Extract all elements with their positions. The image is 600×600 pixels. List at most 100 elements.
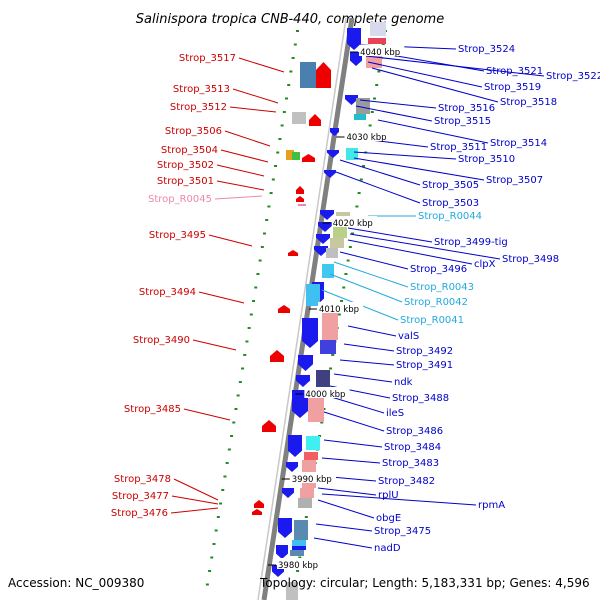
right-gene-label: Strop_3488 [392, 393, 449, 404]
left-tick [234, 408, 238, 410]
right-gene-labels: Strop_3524 Strop_3521 Strop_3522 Strop_3519… [374, 44, 600, 554]
left-tick [285, 97, 289, 100]
right-gene-label: nadD [374, 543, 401, 554]
right-gene-label: Strop_3511 [430, 142, 487, 153]
left-tick [210, 556, 214, 559]
reverse-gene-arrow [316, 234, 330, 244]
leader-line [224, 130, 271, 147]
left-tick [205, 583, 209, 586]
left-gene-label: Strop_3506 [165, 126, 222, 137]
right-tick [340, 300, 344, 302]
leader-line [355, 105, 433, 122]
reverse-gene-arrow [302, 318, 318, 348]
gene-block [306, 284, 320, 306]
left-tick [287, 84, 291, 86]
leader-line [371, 67, 499, 103]
left-gene-label: Strop_3504 [161, 145, 218, 156]
gene-block [333, 226, 347, 238]
scale-label-bg [359, 45, 405, 56]
left-tick [249, 313, 253, 316]
scale-label-bg [345, 130, 391, 141]
right-gene-label: Strop_3503 [422, 198, 479, 209]
left-tick [247, 327, 251, 329]
left-tick [293, 43, 297, 46]
left-tick [258, 259, 262, 262]
gene-block [320, 340, 336, 354]
right-tick [370, 111, 374, 113]
right-tick [304, 516, 308, 518]
leader-line [335, 171, 421, 204]
leader-line [208, 234, 253, 247]
left-tick [227, 448, 231, 451]
left-tick [232, 421, 236, 424]
scale-label-bg [331, 216, 377, 227]
reverse-gene-arrow [278, 518, 292, 538]
forward-gene-arrow [278, 305, 290, 313]
right-tick [337, 313, 341, 316]
forward-gene-arrow [254, 500, 264, 508]
right-gene-label: Strop_3483 [382, 458, 439, 469]
leader-line [349, 233, 501, 260]
leader-line [317, 499, 375, 519]
gene-block [370, 22, 386, 36]
forward-gene-arrow [252, 509, 262, 515]
right-tick [344, 273, 348, 275]
genome-axis [257, 17, 355, 600]
forward-gene-arrow [296, 186, 304, 194]
scale-label-bg [277, 558, 323, 569]
leader-line [232, 88, 279, 104]
right-gene-label: Strop_3518 [500, 97, 557, 108]
right-gene-label: Strop_3516 [438, 103, 495, 114]
left-gene-label: Strop_3477 [112, 491, 169, 502]
right-tick [296, 570, 300, 572]
leader-line [321, 493, 477, 506]
left-tick [291, 57, 295, 59]
left-gene-label: Strop_3512 [170, 102, 227, 113]
leader-line [367, 61, 483, 88]
left-gene-label: Strop_3495 [149, 230, 206, 241]
scale-label: 4030 kbp [346, 133, 386, 143]
right-gene-label: Strop_3492 [396, 346, 453, 357]
right-tick [351, 232, 355, 235]
leader-line [321, 457, 381, 464]
leader-line [365, 55, 545, 77]
left-tick [274, 165, 278, 167]
reverse-gene-arrow [320, 210, 334, 220]
reverse-gene-arrow [314, 246, 328, 256]
scale-label: 4040 kbp [360, 48, 400, 58]
scale-label: 3980 kbp [278, 561, 318, 571]
gene-block [292, 546, 306, 550]
right-gene-label: clpX [474, 259, 496, 270]
right-gene-label: rpmA [478, 500, 505, 511]
reverse-gene-arrow [276, 545, 288, 559]
right-tick [377, 70, 381, 73]
gene-block [300, 62, 316, 88]
left-tick [267, 205, 271, 208]
right-tick [348, 246, 352, 248]
right-gene-label: ileS [386, 408, 404, 419]
left-tick [271, 178, 275, 181]
left-tick [256, 273, 260, 275]
reverse-gene-arrow [318, 222, 332, 232]
left-tick [269, 192, 273, 194]
reverse-gene-arrow [350, 52, 362, 66]
gene-block [292, 112, 306, 124]
left-tick [223, 475, 227, 478]
gene-block [368, 38, 386, 44]
leader-line [353, 157, 485, 181]
leader-line [333, 373, 393, 383]
forward-gene-arrow [302, 154, 315, 162]
right-gene-label: Strop_3486 [386, 426, 443, 437]
right-tick [362, 165, 366, 167]
scale-label-bg [290, 472, 336, 483]
left-tick [280, 124, 284, 127]
left-tick [296, 30, 299, 32]
leader-line [323, 439, 383, 448]
left-gene-label: Strop_3485 [124, 404, 181, 415]
right-gene-label: Strop_3496 [410, 264, 467, 275]
left-gene-label: Strop_3517 [179, 53, 236, 64]
right-gene-label: Strop_3507 [486, 175, 543, 186]
leader-line [171, 495, 219, 505]
left-gene-label: Strop_3476 [111, 508, 168, 519]
